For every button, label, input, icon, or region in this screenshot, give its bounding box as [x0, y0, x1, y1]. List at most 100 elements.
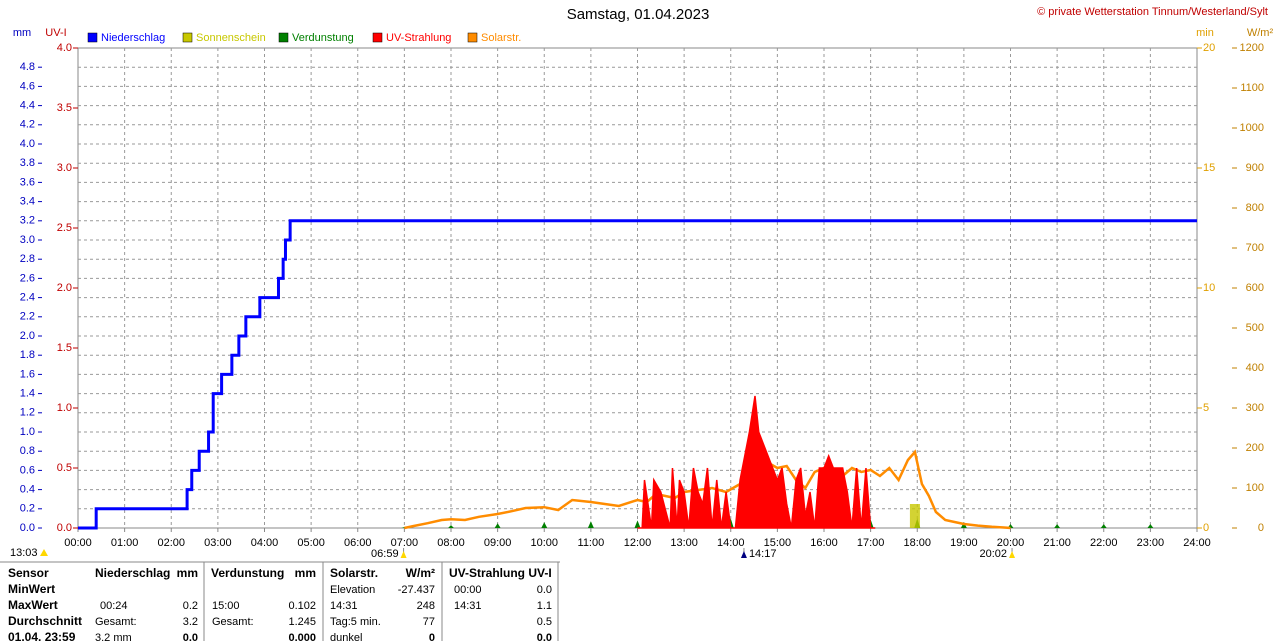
- x-tick-label: 24:00: [1183, 537, 1211, 549]
- y-tick-label: 4.2: [20, 119, 35, 131]
- x-tick-label: 06:00: [344, 537, 372, 549]
- sunshine-bar: [909, 504, 920, 528]
- table-cell: 00:00: [454, 584, 482, 596]
- table-header: Niederschlag: [95, 566, 170, 580]
- table-cell: Elevation: [330, 584, 375, 596]
- y4-tick-label: 800: [1246, 202, 1264, 214]
- y2-tick-label: 0.0: [57, 522, 72, 534]
- uv-area: [637, 395, 876, 529]
- y2-tick-label: 1.0: [57, 402, 72, 414]
- table-value: 0.0: [183, 632, 198, 641]
- table-value: 0.000: [288, 632, 316, 641]
- legend-label: Solarstr.: [481, 32, 521, 44]
- x-tick-label: 05:00: [297, 537, 325, 549]
- x-tick-label: 01:00: [111, 537, 139, 549]
- table-value: 77: [423, 616, 435, 628]
- y3-tick-label: 5: [1203, 402, 1209, 414]
- y-tick-label: 1.4: [20, 388, 35, 400]
- y3-axis-title: min: [1196, 27, 1214, 39]
- table-cell: 3.2 mm: [95, 632, 132, 641]
- legend-label: UV-Strahlung: [386, 32, 451, 44]
- table-value: 0.2: [183, 600, 198, 612]
- table-header: Solarstr.: [330, 566, 378, 580]
- y-tick-label: 2.2: [20, 311, 35, 323]
- annotation-label: 14:17: [749, 548, 777, 560]
- table-value: 248: [417, 600, 435, 612]
- table-cell: Tag:5 min.: [330, 616, 381, 628]
- row-label: 01.04. 23:59: [8, 630, 76, 641]
- y4-tick-label: 400: [1246, 362, 1264, 374]
- y4-tick-label: 200: [1246, 442, 1264, 454]
- y-tick-label: 3.6: [20, 176, 35, 188]
- annotation-label: 20:02: [980, 548, 1008, 560]
- y-tick-label: 4.6: [20, 80, 35, 92]
- y-tick-label: 2.4: [20, 292, 35, 304]
- y2-tick-label: 3.0: [57, 162, 72, 174]
- x-tick-label: 19:00: [950, 537, 978, 549]
- legend-label: Sonnenschein: [196, 32, 266, 44]
- evaporation-marker: [1100, 524, 1107, 528]
- y-tick-label: 1.8: [20, 349, 35, 361]
- y4-tick-label: 500: [1246, 322, 1264, 334]
- y2-tick-label: 2.0: [57, 282, 72, 294]
- table-header: UV-Strahlung UV-I: [449, 566, 552, 580]
- table-header: Verdunstung: [211, 566, 284, 580]
- evaporation-marker: [541, 522, 548, 528]
- x-tick-label: 23:00: [1137, 537, 1165, 549]
- x-tick-label: 07:00: [391, 537, 419, 549]
- y-tick-label: 1.6: [20, 368, 35, 380]
- y4-axis-title: W/m²: [1247, 27, 1274, 39]
- table-cell: Gesamt:: [212, 616, 254, 628]
- y3-tick-label: 20: [1203, 42, 1215, 54]
- x-tick-label: 18:00: [903, 537, 931, 549]
- x-tick-label: 10:00: [530, 537, 558, 549]
- y-tick-label: 2.6: [20, 272, 35, 284]
- y-tick-label: 2.8: [20, 253, 35, 265]
- legend-swatch: [467, 32, 478, 43]
- y3-tick-label: 0: [1203, 522, 1209, 534]
- y-tick-label: 4.0: [20, 138, 35, 150]
- row-label: MinWert: [8, 582, 55, 596]
- table-cell: 15:00: [212, 600, 240, 612]
- y3-tick-label: 10: [1203, 282, 1215, 294]
- annotation-icon: [1009, 551, 1016, 558]
- table-header: W/m²: [406, 566, 435, 580]
- evaporation-marker: [494, 523, 501, 528]
- legend-label: Niederschlag: [101, 32, 165, 44]
- legend-swatch: [372, 32, 383, 43]
- annotation-label: 06:59: [371, 548, 399, 560]
- y4-tick-label: 100: [1246, 482, 1264, 494]
- legend-swatch: [87, 32, 98, 43]
- legend-label: Verdunstung: [292, 32, 354, 44]
- table-value: 0: [429, 632, 435, 641]
- y2-tick-label: 1.5: [57, 342, 72, 354]
- y4-tick-label: 600: [1246, 282, 1264, 294]
- copyright: © private Wetterstation Tinnum/Westerlan…: [1037, 6, 1268, 18]
- legend-swatch: [182, 32, 193, 43]
- y-tick-label: 2.0: [20, 330, 35, 342]
- x-tick-label: 09:00: [484, 537, 512, 549]
- x-tick-label: 04:00: [251, 537, 279, 549]
- y-tick-label: 0.8: [20, 445, 35, 457]
- x-tick-label: 00:00: [64, 537, 92, 549]
- evaporation-marker: [448, 525, 454, 528]
- y-tick-label: 0.6: [20, 464, 35, 476]
- evaporation-marker: [1054, 524, 1061, 528]
- table-cell: 14:31: [454, 600, 482, 612]
- y-tick-label: 0.0: [20, 522, 35, 534]
- x-tick-label: 11:00: [578, 537, 605, 549]
- y-tick-label: 3.2: [20, 215, 35, 227]
- x-tick-label: 12:00: [624, 537, 652, 549]
- annotation-icon: [400, 551, 407, 558]
- x-tick-label: 22:00: [1090, 537, 1118, 549]
- y4-tick-label: 1100: [1240, 82, 1264, 94]
- y-tick-label: 3.8: [20, 157, 35, 169]
- y2-tick-label: 3.5: [57, 102, 72, 114]
- x-tick-label: 21:00: [1043, 537, 1071, 549]
- y4-tick-label: 700: [1246, 242, 1264, 254]
- x-tick-label: 08:00: [437, 537, 465, 549]
- table-header: Sensor: [8, 566, 49, 580]
- x-tick-label: 16:00: [810, 537, 838, 549]
- annotation-icon: [740, 551, 747, 558]
